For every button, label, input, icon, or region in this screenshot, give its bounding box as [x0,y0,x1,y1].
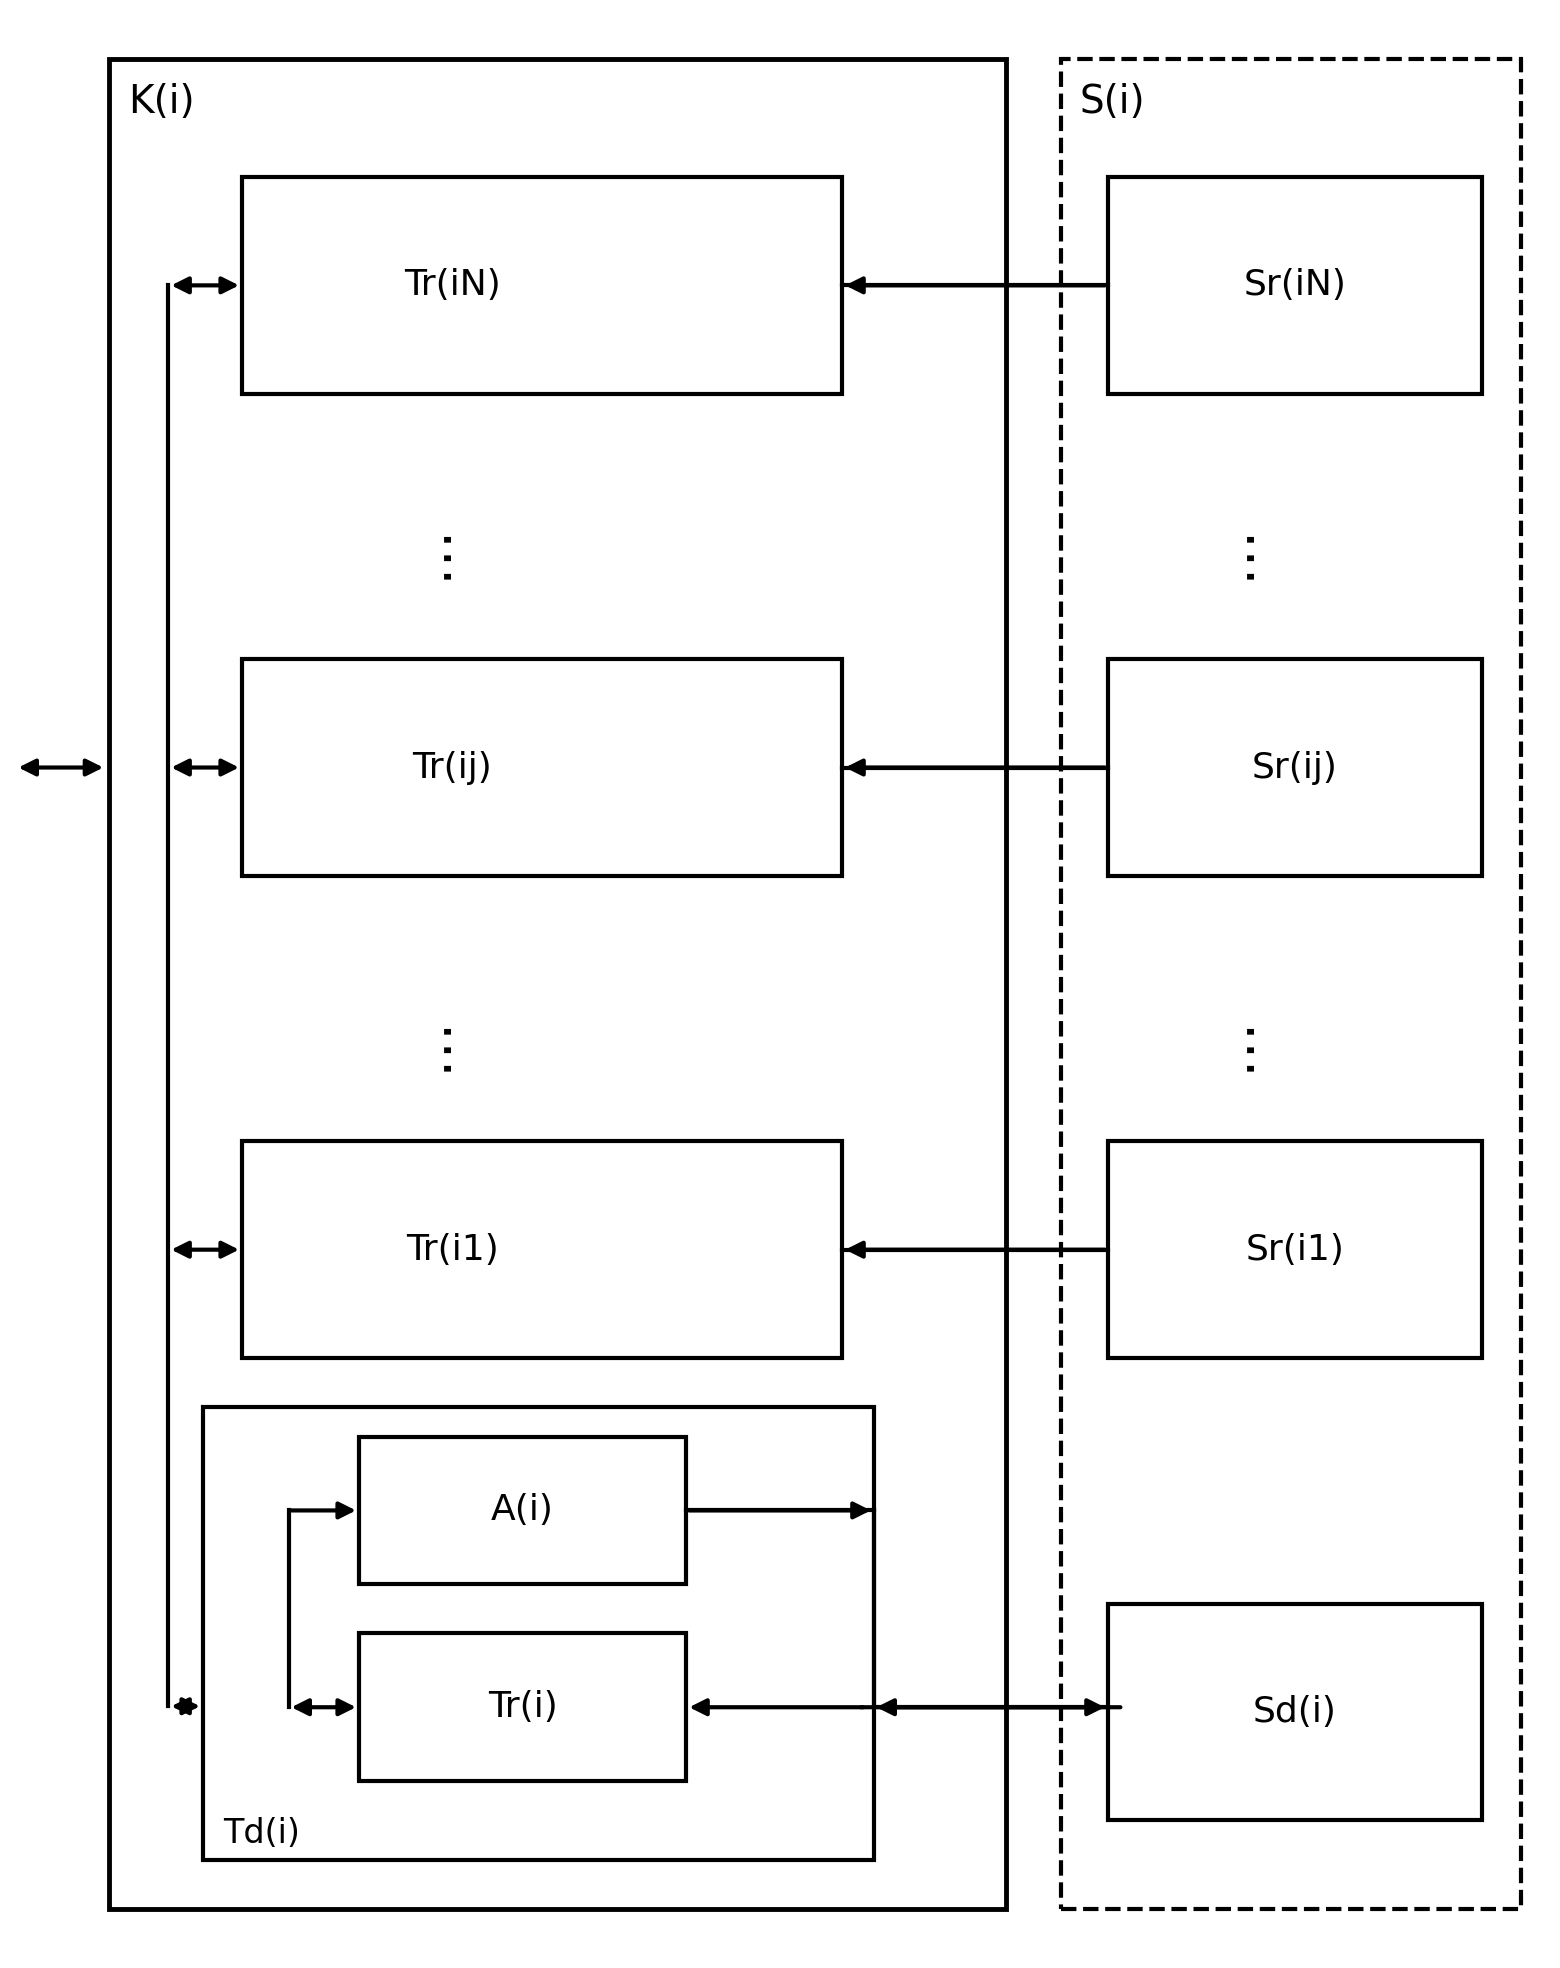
FancyBboxPatch shape [242,1141,842,1358]
Text: ⋯: ⋯ [1221,1015,1275,1071]
FancyBboxPatch shape [203,1407,874,1860]
Text: Sd(i): Sd(i) [1253,1694,1337,1730]
Text: ⋯: ⋯ [418,523,471,579]
Text: Td(i): Td(i) [223,1816,300,1850]
FancyBboxPatch shape [1108,1141,1482,1358]
Text: Tr(i): Tr(i) [488,1691,557,1724]
FancyBboxPatch shape [242,659,842,876]
FancyBboxPatch shape [1108,177,1482,394]
FancyBboxPatch shape [1108,1604,1482,1820]
Text: Tr(i1): Tr(i1) [406,1232,498,1267]
Text: ⋯: ⋯ [1221,523,1275,579]
Text: Sr(ij): Sr(ij) [1251,750,1338,785]
Text: ⋯: ⋯ [418,1015,471,1071]
Text: Tr(ij): Tr(ij) [412,750,491,785]
Text: Sr(i1): Sr(i1) [1245,1232,1345,1267]
Text: A(i): A(i) [491,1494,554,1527]
FancyBboxPatch shape [1061,59,1521,1909]
Text: S(i): S(i) [1080,83,1145,120]
FancyBboxPatch shape [1108,659,1482,876]
Text: Tr(iN): Tr(iN) [404,268,501,303]
FancyBboxPatch shape [109,59,1006,1909]
FancyBboxPatch shape [359,1437,686,1584]
Text: Sr(iN): Sr(iN) [1243,268,1346,303]
FancyBboxPatch shape [359,1633,686,1781]
FancyBboxPatch shape [242,177,842,394]
Text: K(i): K(i) [128,83,195,120]
